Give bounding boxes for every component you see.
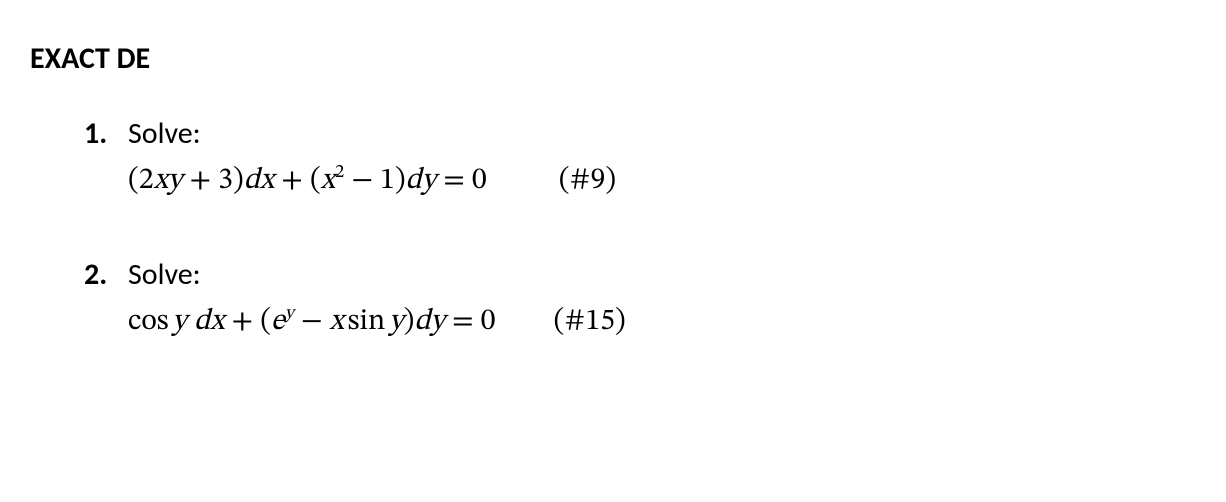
problem-list: 1. Solve: (2xy + 3)dx + (x2 − 1)dy = 0 (… <box>30 115 1196 341</box>
problem-equation-line: cos y dx + (ey − x sin y)dy = 0 (#15) <box>84 303 1196 341</box>
page-title: EXACT DE <box>30 40 1196 77</box>
problem-prompt: Solve: <box>128 256 201 293</box>
problem-number: 1. <box>84 115 128 152</box>
problem-reference: (#15) <box>554 303 626 341</box>
problem-prompt-line: 2. Solve: <box>84 256 1196 293</box>
problem-equation: cos y dx + (ey − x sin y)dy = 0 <box>128 303 496 341</box>
problem-number: 2. <box>84 256 128 293</box>
problem-item: 2. Solve: cos y dx + (ey − x sin y)dy = … <box>84 256 1196 341</box>
document-page: EXACT DE 1. Solve: (2xy + 3)dx + (x2 − 1… <box>0 0 1226 341</box>
problem-equation-line: (2xy + 3)dx + (x2 − 1)dy = 0 (#9) <box>84 162 1196 200</box>
problem-prompt: Solve: <box>128 115 201 152</box>
problem-prompt-line: 1. Solve: <box>84 115 1196 152</box>
problem-item: 1. Solve: (2xy + 3)dx + (x2 − 1)dy = 0 (… <box>84 115 1196 200</box>
problem-reference: (#9) <box>559 162 616 200</box>
problem-equation: (2xy + 3)dx + (x2 − 1)dy = 0 <box>128 162 487 200</box>
